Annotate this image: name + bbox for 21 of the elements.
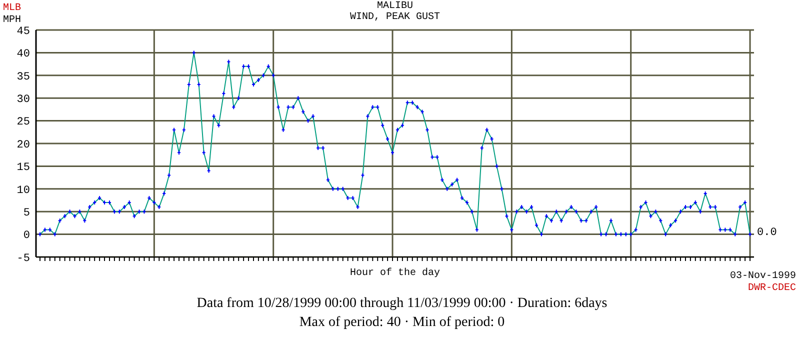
text: 0.0 — [757, 227, 777, 239]
y-tick-label: 20 — [16, 139, 30, 152]
y-tick-label: 10 — [16, 184, 30, 197]
y-tick-label: 30 — [16, 94, 30, 106]
text: DWR-CDEC — [748, 283, 796, 294]
text: Data from 10/28/1999 00:00 through 11/03/1999 00:00 · Duration: 6days — [196, 296, 608, 312]
y-tick-label: 5 — [23, 208, 30, 220]
text: Max of period: 40 · Min of period: 0 — [298, 315, 506, 331]
y-axis-title: MPH — [3, 15, 22, 26]
y-tick-label: 0 — [23, 230, 30, 242]
y-tick-label: 15 — [16, 162, 30, 174]
y-tick-label: 35 — [16, 71, 30, 84]
chart-subtitle: WIND, PEAK GUST — [350, 12, 440, 23]
chart-title: MALIBU — [376, 1, 413, 12]
x-axis-title: Hour of the day — [350, 268, 440, 279]
y-tick-label: 45 — [16, 26, 30, 38]
text: MLB — [3, 3, 22, 14]
y-tick-label: 40 — [16, 48, 30, 61]
text: 03-Nov-1999 — [730, 271, 796, 282]
y-tick-label: -5 — [16, 252, 30, 265]
y-tick-label: 25 — [16, 116, 30, 129]
